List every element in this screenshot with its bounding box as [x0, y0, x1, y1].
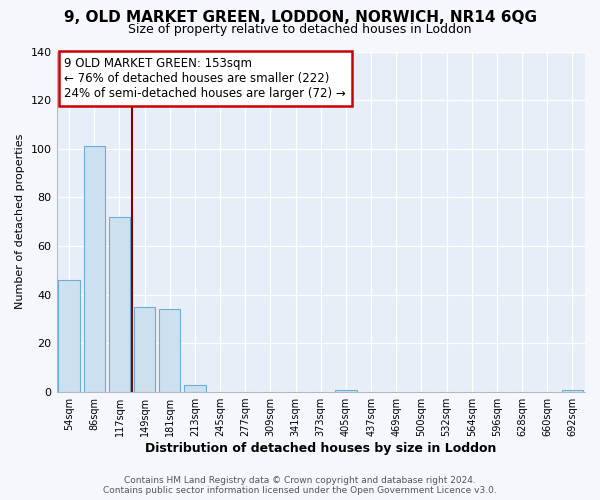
- Bar: [134, 307, 155, 392]
- Bar: [58, 280, 80, 392]
- Text: Contains HM Land Registry data © Crown copyright and database right 2024.
Contai: Contains HM Land Registry data © Crown c…: [103, 476, 497, 495]
- Y-axis label: Number of detached properties: Number of detached properties: [15, 134, 25, 310]
- Bar: [159, 310, 181, 392]
- Bar: [335, 390, 356, 392]
- Bar: [562, 390, 583, 392]
- Bar: [83, 146, 105, 392]
- Bar: [184, 385, 206, 392]
- Text: 9 OLD MARKET GREEN: 153sqm
← 76% of detached houses are smaller (222)
24% of sem: 9 OLD MARKET GREEN: 153sqm ← 76% of deta…: [64, 56, 346, 100]
- Text: 9, OLD MARKET GREEN, LODDON, NORWICH, NR14 6QG: 9, OLD MARKET GREEN, LODDON, NORWICH, NR…: [64, 10, 536, 25]
- Text: Size of property relative to detached houses in Loddon: Size of property relative to detached ho…: [128, 22, 472, 36]
- Bar: [109, 217, 130, 392]
- X-axis label: Distribution of detached houses by size in Loddon: Distribution of detached houses by size …: [145, 442, 496, 455]
